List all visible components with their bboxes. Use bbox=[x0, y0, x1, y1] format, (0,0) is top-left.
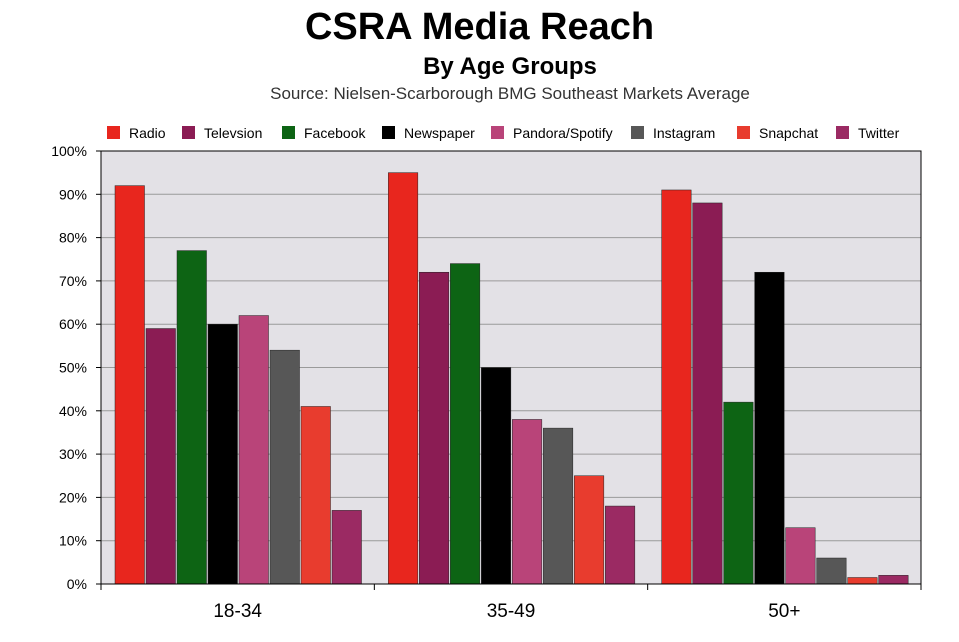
y-tick-label: 10% bbox=[59, 533, 87, 549]
bar-newspaper-35-49 bbox=[481, 367, 512, 585]
legend-swatch bbox=[491, 126, 504, 139]
y-tick-label: 50% bbox=[59, 360, 87, 376]
bar-instagram-50- bbox=[816, 557, 847, 585]
bar-snapchat-50- bbox=[847, 577, 878, 585]
y-tick-label: 70% bbox=[59, 273, 87, 289]
legend-swatch bbox=[182, 126, 195, 139]
bar-radio-35-49 bbox=[388, 172, 419, 585]
x-category-label: 50+ bbox=[768, 601, 800, 622]
bar-pandora-spotify-18-34 bbox=[238, 315, 269, 585]
bar-facebook-18-34 bbox=[176, 250, 207, 585]
bar-twitter-35-49 bbox=[605, 505, 636, 585]
bar-snapchat-35-49 bbox=[574, 475, 605, 585]
y-tick-label: 80% bbox=[59, 230, 87, 246]
x-category-label: 35-49 bbox=[487, 601, 536, 622]
legend-label: Pandora/Spotify bbox=[513, 125, 613, 141]
y-tick-label: 20% bbox=[59, 489, 87, 505]
y-tick-label: 30% bbox=[59, 446, 87, 462]
legend-swatch bbox=[282, 126, 295, 139]
bar-facebook-35-49 bbox=[450, 263, 481, 585]
bar-televsion-35-49 bbox=[419, 271, 450, 585]
legend-swatch bbox=[836, 126, 849, 139]
bar-pandora-spotify-35-49 bbox=[512, 419, 543, 585]
y-tick-label: 90% bbox=[59, 186, 87, 202]
bars bbox=[114, 172, 909, 585]
bar-instagram-18-34 bbox=[269, 349, 300, 585]
y-tick-label: 100% bbox=[51, 143, 87, 159]
legend-swatch bbox=[107, 126, 120, 139]
legend-label: Instagram bbox=[653, 125, 715, 141]
legend-label: Facebook bbox=[304, 125, 366, 141]
bar-facebook-50- bbox=[723, 401, 754, 585]
bar-snapchat-18-34 bbox=[300, 406, 331, 585]
x-axis-ticks: 18-34 35-49 50+ bbox=[100, 584, 922, 622]
chart-title: CSRA Media Reach bbox=[304, 6, 655, 48]
chart-source: Source: Nielsen-Scarborough BMG Southeas… bbox=[270, 84, 750, 103]
legend-label: Televsion bbox=[204, 125, 262, 141]
bar-pandora-spotify-50- bbox=[785, 527, 816, 585]
bar-twitter-18-34 bbox=[331, 510, 362, 585]
y-tick-label: 60% bbox=[59, 316, 87, 332]
bar-instagram-35-49 bbox=[543, 427, 574, 585]
chart-subtitle: By Age Groups bbox=[423, 53, 597, 80]
y-tick-label: 40% bbox=[59, 403, 87, 419]
legend-swatch bbox=[631, 126, 644, 139]
bar-newspaper-18-34 bbox=[207, 323, 238, 585]
legend-label: Newspaper bbox=[404, 125, 475, 141]
legend: Radio Televsion Facebook Newspaper Pandora/S… bbox=[107, 125, 900, 141]
legend-label: Twitter bbox=[858, 125, 900, 141]
legend-label: Snapchat bbox=[759, 125, 818, 141]
legend-swatch bbox=[382, 126, 395, 139]
bar-radio-50- bbox=[661, 189, 692, 585]
x-category-label: 18-34 bbox=[213, 601, 262, 622]
y-axis-ticks: 0% 10% 20% 30% 40% 50% 60% 70% 80% 90% 100% bbox=[51, 143, 101, 592]
bar-televsion-50- bbox=[692, 202, 723, 585]
bar-televsion-18-34 bbox=[145, 328, 176, 585]
y-tick-label: 0% bbox=[67, 576, 87, 592]
bar-radio-18-34 bbox=[114, 185, 145, 585]
bar-newspaper-50- bbox=[754, 271, 785, 585]
legend-swatch bbox=[737, 126, 750, 139]
bar-twitter-50- bbox=[878, 575, 909, 585]
legend-label: Radio bbox=[129, 125, 166, 141]
